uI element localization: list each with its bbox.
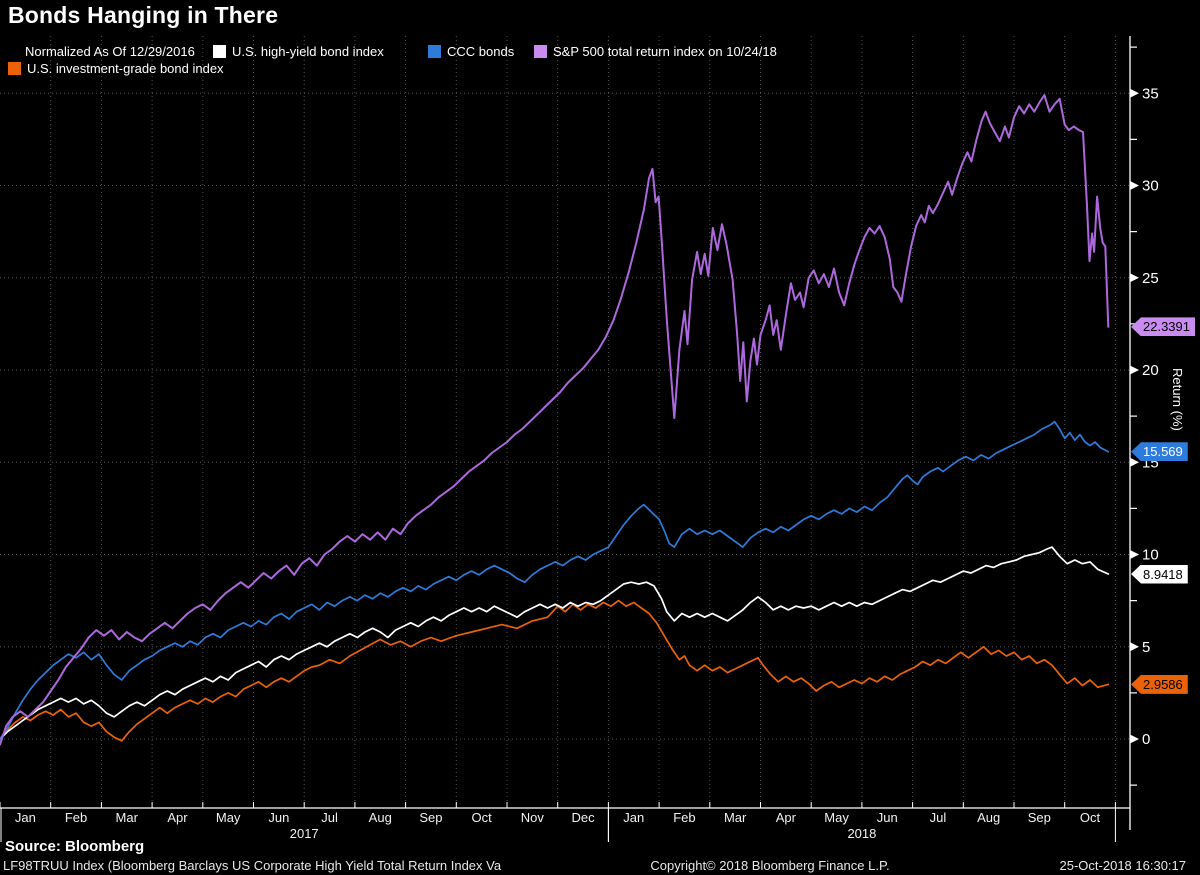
y-tick-label: 25 (1142, 270, 1159, 287)
y-tick-arrow-icon (1130, 550, 1139, 559)
legend-label: U.S. high-yield bond index (232, 44, 384, 59)
x-tick-label: Oct (1080, 810, 1101, 825)
y-tick-arrow-icon (1130, 457, 1139, 467)
series-line-3 (0, 599, 1110, 742)
x-tick-label: Dec (571, 810, 595, 825)
x-tick-label: Feb (65, 810, 87, 825)
last-value-tag-sp500: 22.3391 (1131, 317, 1195, 337)
y-tick-label: 35 (1142, 85, 1159, 102)
y-tick-arrow-icon (1130, 734, 1139, 744)
legend-label: U.S. investment-grade bond index (27, 61, 224, 76)
y-tick-label: 20 (1142, 362, 1159, 379)
last-value-tag-high-yield: 8.9418 (1131, 564, 1188, 584)
y-tick-arrow-icon (1130, 181, 1139, 190)
series-line-0 (0, 546, 1110, 740)
series-line-2 (0, 94, 1110, 746)
legend-item-sp500[interactable]: S&P 500 total return index on 10/24/18 (534, 44, 777, 59)
y-tick-arrow-icon (1130, 642, 1139, 652)
x-tick-label: Jun (877, 810, 898, 825)
y-tick-label: 10 (1142, 547, 1159, 564)
x-tick-label: Aug (977, 810, 1000, 825)
legend-item-high-yield[interactable]: U.S. high-yield bond index (213, 44, 384, 59)
footer-copyright: Copyright© 2018 Bloomberg Finance L.P. (650, 858, 890, 873)
legend-label: CCC bonds (447, 44, 515, 59)
x-tick-label: Sep (1028, 810, 1051, 825)
high-yield-swatch-icon (213, 45, 226, 58)
sp500-swatch-icon (534, 45, 547, 58)
footer-ticker-text: LF98TRUU Index (Bloomberg Barclays US Co… (3, 858, 502, 873)
x-tick-label: May (824, 810, 849, 825)
year-label: 2017 (290, 826, 319, 841)
x-tick-label: Sep (419, 810, 442, 825)
page-title: Bonds Hanging in There (8, 2, 279, 28)
source-label: Source: Bloomberg (5, 838, 145, 855)
x-tick-label: Apr (776, 810, 797, 825)
x-tick-label: Jun (268, 810, 289, 825)
y-tick-label: 30 (1142, 178, 1159, 195)
y-tick-arrow-icon (1130, 88, 1139, 98)
y-axis-title: Return (%) (1170, 368, 1185, 431)
footer-timestamp: 25-Oct-2018 16:30:17 (1059, 858, 1186, 873)
legend-label: S&P 500 total return index on 10/24/18 (553, 44, 777, 59)
last-value-tag-ccc: 15.569 (1131, 442, 1188, 462)
ccc-swatch-icon (428, 45, 441, 58)
x-tick-label: May (216, 810, 241, 825)
last-value-tag-investment-grade: 2.9586 (1131, 674, 1188, 694)
x-tick-label: Aug (369, 810, 392, 825)
year-label: 2018 (847, 826, 876, 841)
x-tick-label: Nov (521, 810, 545, 825)
x-tick-label: Jul (930, 810, 947, 825)
investment-grade-swatch-icon (8, 62, 21, 75)
x-tick-label: Jan (15, 810, 36, 825)
legend-note: Normalized As Of 12/29/2016 (25, 44, 195, 59)
y-tick-arrow-icon (1130, 273, 1139, 283)
legend-item-ccc-bonds[interactable]: CCC bonds (428, 44, 514, 59)
x-tick-label: Feb (673, 810, 695, 825)
y-tick-arrow-icon (1130, 365, 1139, 375)
x-tick-label: Jul (321, 810, 338, 825)
legend-item-investment-grade[interactable]: U.S. investment-grade bond index (8, 61, 224, 76)
x-tick-label: Apr (167, 810, 188, 825)
x-tick-label: Mar (116, 810, 139, 825)
y-tick-label: 5 (1142, 639, 1150, 656)
y-tick-label: 0 (1142, 731, 1150, 748)
x-tick-label: Oct (472, 810, 493, 825)
x-tick-label: Mar (724, 810, 747, 825)
series-line-1 (0, 420, 1110, 740)
x-tick-label: Jan (623, 810, 644, 825)
